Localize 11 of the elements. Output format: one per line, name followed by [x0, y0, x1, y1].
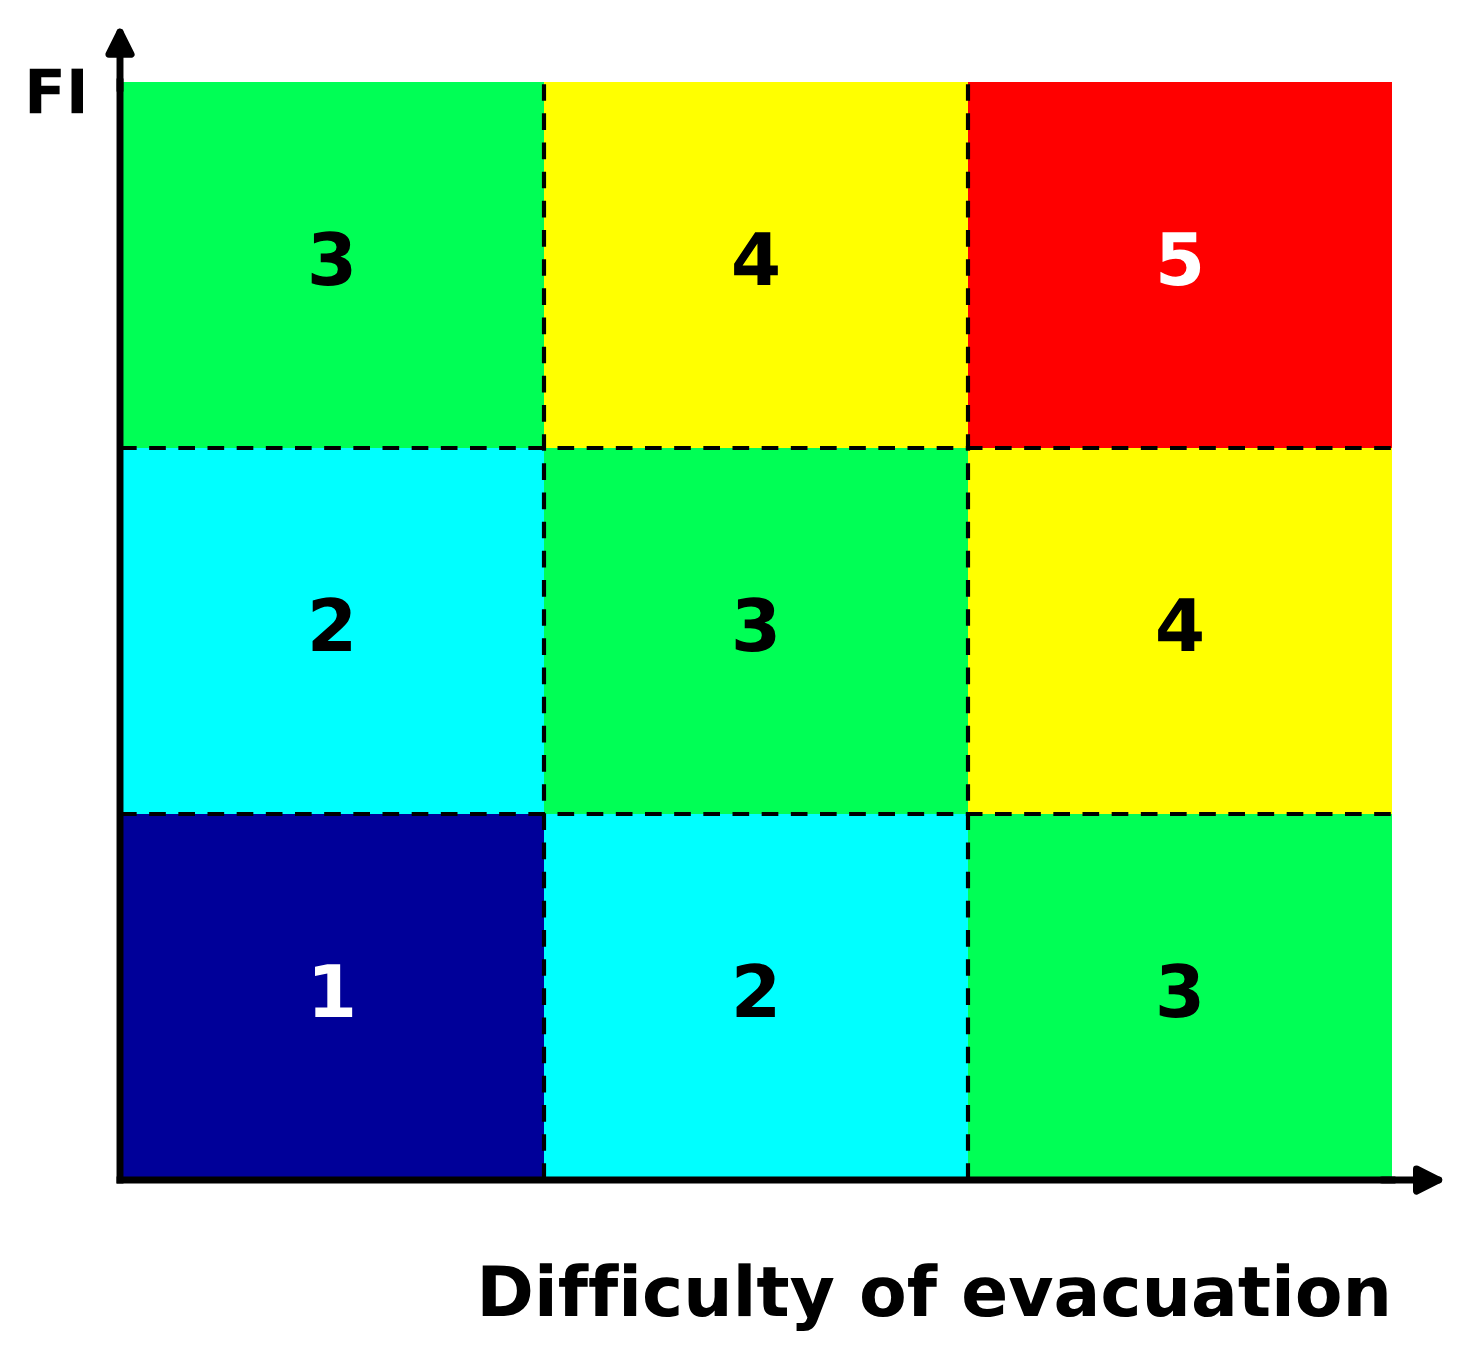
data-label: 3 — [735, 597, 776, 652]
data-label: 1 — [315, 964, 353, 1017]
data-label: 2 — [736, 963, 775, 1017]
y-axis-title: FI — [29, 68, 84, 114]
data-label: 4 — [1158, 598, 1202, 651]
data-label: 4 — [734, 232, 778, 285]
data-label: 2 — [312, 597, 351, 651]
data-label: 5 — [1160, 232, 1201, 286]
data-label: 3 — [311, 231, 352, 286]
data-label: 3 — [1159, 963, 1200, 1018]
x-axis-title: Difficulty of evacuation — [482, 1263, 1387, 1332]
